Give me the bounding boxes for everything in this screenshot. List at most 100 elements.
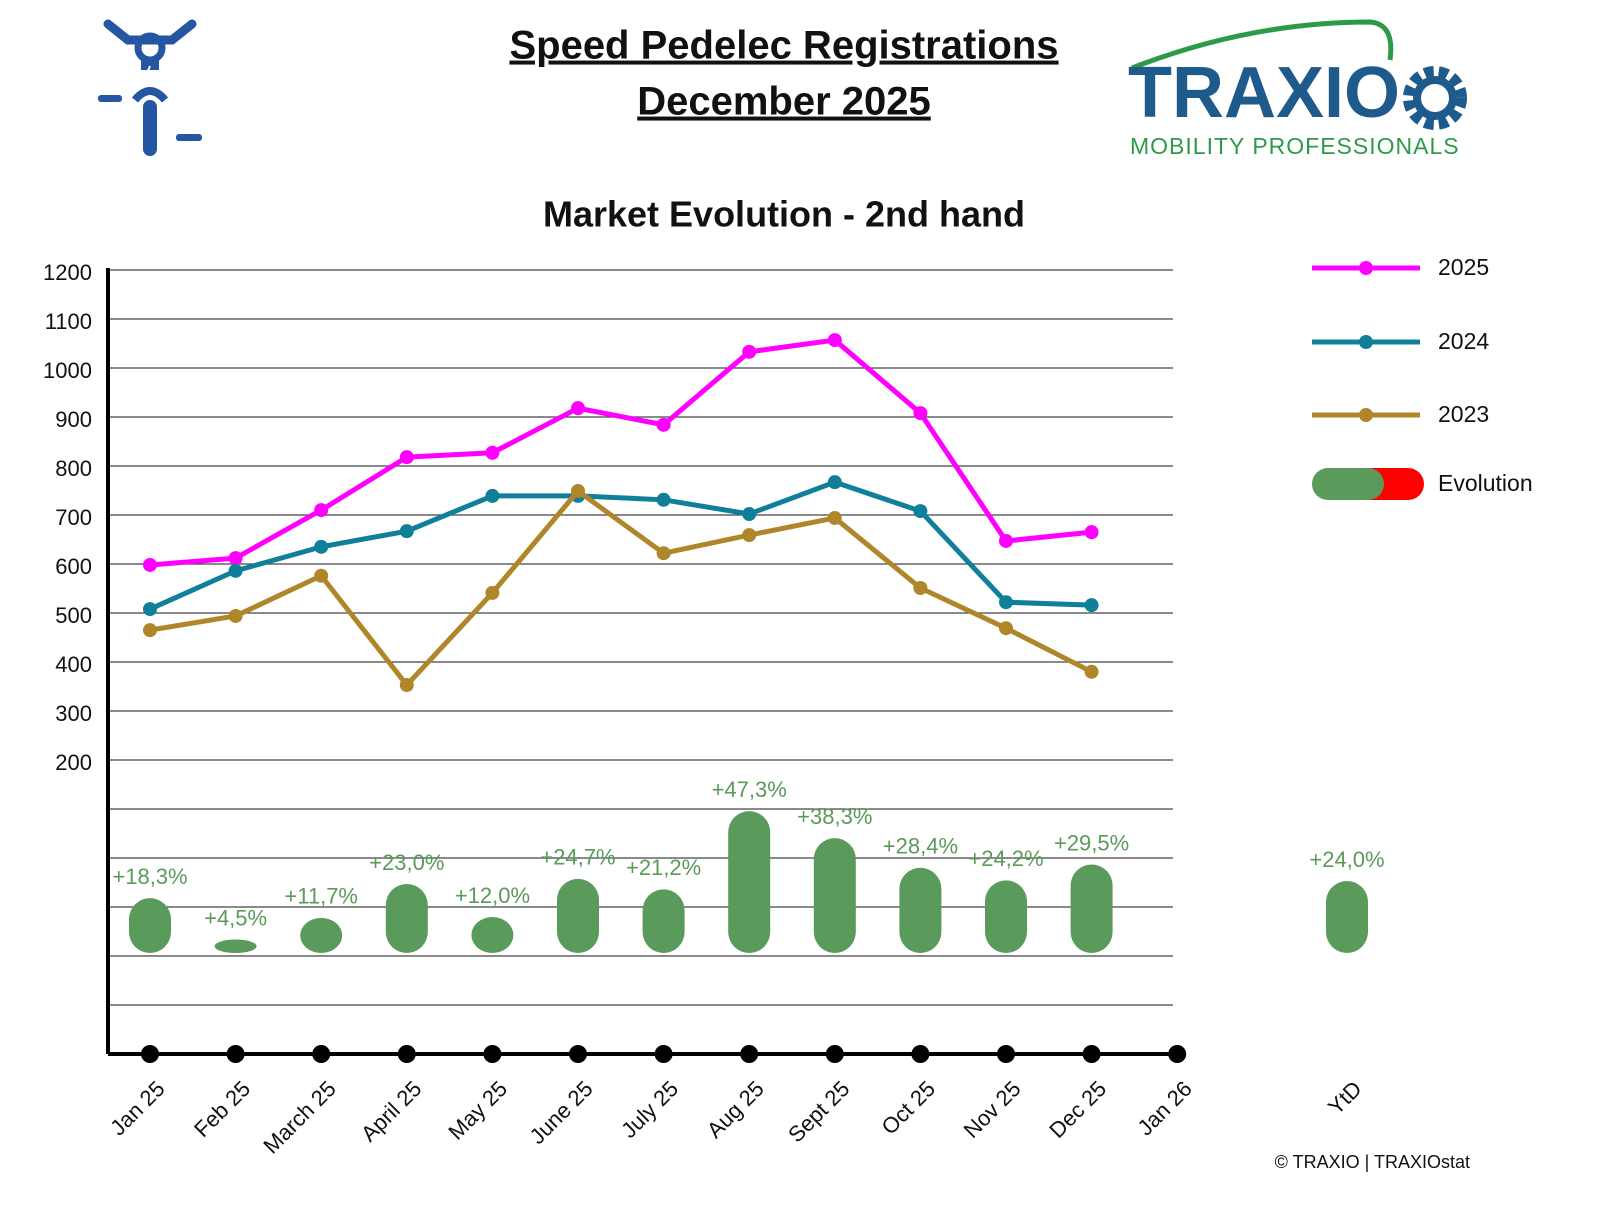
x-tick-label: July 25: [616, 1076, 683, 1143]
series-point: [143, 623, 157, 638]
evolution-bar: [985, 880, 1027, 953]
series-point: [999, 595, 1013, 610]
legend-label: 2024: [1438, 328, 1489, 354]
evolution-bar: [385, 884, 428, 953]
y-tick-label: 800: [55, 456, 92, 481]
legend-marker: [1359, 335, 1373, 349]
evolution-label: +4,5%: [204, 905, 267, 930]
y-tick-label: 400: [55, 652, 92, 677]
x-tick-label: May 25: [443, 1076, 512, 1145]
series-point: [1084, 598, 1099, 613]
x-tick-dot: [911, 1045, 930, 1063]
series-point: [913, 406, 928, 421]
y-tick-label: 900: [55, 407, 92, 432]
traxio-logo: [1131, 19, 1467, 130]
evolution-label: +18,3%: [112, 864, 187, 889]
series-point: [1084, 525, 1099, 540]
page-title: Speed Pedelec Registrations: [509, 24, 1058, 68]
series-point: [742, 507, 757, 522]
y-tick-label: 500: [55, 603, 92, 628]
series-point: [399, 524, 414, 539]
series-point: [656, 417, 671, 432]
page-subtitle: December 2025: [637, 80, 931, 124]
x-tick-dot: [397, 1045, 416, 1063]
series-line: [148, 479, 1092, 612]
logo-name: TRAXIO: [1128, 53, 1400, 133]
evolution-label: +11,7%: [284, 884, 358, 909]
x-tick-dot: [1082, 1045, 1101, 1063]
evolution-label: +28,4%: [883, 834, 958, 859]
series-point: [571, 483, 585, 498]
x-tick-dot: [483, 1045, 502, 1063]
evolution-bar: [129, 898, 171, 953]
x-tick-label: Jan 26: [1132, 1076, 1196, 1140]
x-tick-label: Feb 25: [189, 1076, 255, 1142]
legend-label: 2025: [1438, 254, 1489, 280]
evolution-bar: [557, 878, 599, 953]
series-point: [827, 475, 842, 490]
series-point: [485, 445, 500, 460]
evolution-label: +24,0%: [1309, 847, 1384, 872]
legend-marker: [1359, 261, 1373, 275]
x-tick-label: Aug 25: [702, 1076, 769, 1143]
y-tick-label: 1000: [43, 358, 92, 383]
evolution-label: +38,3%: [797, 804, 872, 829]
y-tick-label: 300: [55, 701, 92, 726]
x-tick-dot: [825, 1045, 844, 1063]
x-tick-dot: [312, 1045, 331, 1063]
evolution-label: +29,5%: [1054, 830, 1129, 855]
evolution-bar: [899, 867, 942, 953]
x-tick-label: Jan 25: [105, 1076, 169, 1140]
y-tick-label: 1100: [45, 309, 92, 334]
series-point: [999, 533, 1013, 548]
x-tick-dot: [997, 1045, 1015, 1063]
legend-label: Evolution: [1438, 470, 1533, 496]
bike-icon: [98, 19, 202, 156]
x-tick-label: April 25: [356, 1076, 426, 1146]
evolution-label: +23,0%: [369, 850, 444, 875]
x-tick-dot: [226, 1045, 245, 1063]
series-point: [656, 492, 671, 507]
series-point: [228, 608, 243, 623]
series-point: [656, 546, 671, 561]
evolution-label: +12,0%: [455, 883, 530, 908]
series-point: [742, 528, 757, 543]
series-point: [143, 557, 157, 572]
series-point: [827, 333, 842, 348]
evolution-bar: [1326, 881, 1368, 953]
series-point: [571, 401, 585, 416]
evolution-label: +24,7%: [540, 845, 615, 870]
evolution-bar: [214, 939, 257, 953]
series-point: [1084, 664, 1099, 679]
series-line: [149, 488, 1093, 688]
legend-label: 2023: [1438, 401, 1489, 427]
legend-marker: [1359, 408, 1373, 422]
evolution-bar: [300, 917, 343, 953]
evolution-label: +47,3%: [712, 777, 787, 802]
series-point: [913, 504, 928, 519]
logo-tagline: MOBILITY PROFESSIONALS: [1130, 133, 1460, 159]
evolution-bar: [1070, 864, 1113, 953]
series-point: [485, 585, 500, 600]
x-tick-dot: [654, 1045, 673, 1063]
chart-title: Market Evolution - 2nd hand: [543, 194, 1025, 235]
y-tick-label: 1200: [43, 260, 92, 285]
x-tick-label: Dec 25: [1044, 1076, 1111, 1143]
y-tick-label: 700: [55, 505, 92, 530]
series-point: [228, 563, 243, 578]
series-point: [742, 344, 757, 359]
x-tick-label: Nov 25: [959, 1076, 1026, 1143]
x-tick-label: March 25: [258, 1076, 341, 1159]
evolution-bar: [642, 889, 685, 953]
series-point: [143, 602, 157, 617]
x-tick-dot: [569, 1045, 587, 1063]
series-point: [314, 568, 329, 583]
evolution-bar: [728, 811, 771, 953]
evolution-label: +24,2%: [968, 846, 1043, 871]
series-point: [314, 539, 329, 554]
x-tick-label: Sept 25: [783, 1076, 854, 1147]
evolution-bar: [813, 838, 856, 953]
series-line: [149, 337, 1092, 568]
